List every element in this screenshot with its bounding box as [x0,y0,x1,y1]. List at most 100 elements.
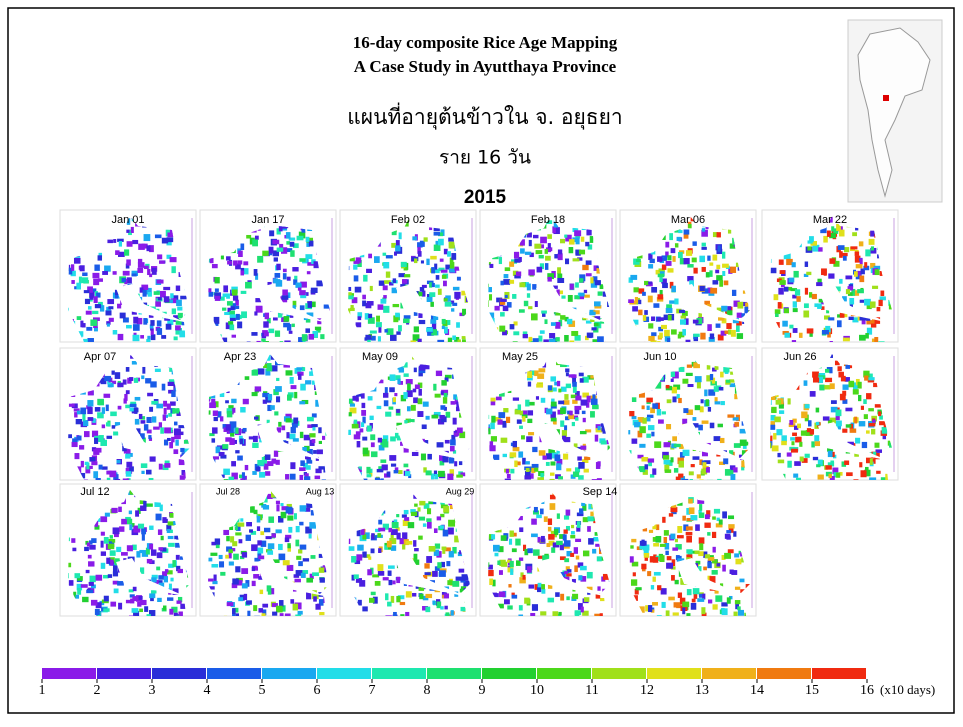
pixel [844,460,849,464]
pixel [654,441,661,448]
pixel [135,419,140,425]
pixel [151,549,156,555]
pixel [780,270,786,274]
pixel [147,393,153,397]
pixel [503,408,508,412]
pixel [425,572,431,575]
pixel [101,551,106,555]
pixel [722,565,726,572]
pixel [532,447,537,452]
pixel [72,442,78,447]
pixel [433,384,436,391]
pixel [724,281,729,286]
pixel [728,549,734,553]
pixel [311,288,318,293]
pixel [668,597,675,601]
pixel [497,561,500,566]
pixel [574,406,581,410]
pixel [430,319,436,323]
pixel [644,310,648,315]
map-panel [620,210,756,347]
pixel [577,456,582,460]
pixel [699,256,705,262]
pixel [564,235,567,238]
pixel [528,432,534,435]
pixel [735,587,740,590]
pixel [585,242,589,246]
pixel [319,441,322,444]
pixel [527,419,532,423]
pixel [702,420,709,423]
pixel [305,254,312,259]
pixel [667,338,670,343]
pixel [569,374,576,377]
pixel [526,468,530,472]
pixel [805,454,810,458]
pixel [300,432,303,438]
pixel [163,287,170,290]
map-panel [480,348,616,486]
pixel [682,608,685,615]
pixel [572,594,578,599]
pixel [502,421,506,428]
pixel [721,602,727,606]
pixel [300,384,305,391]
pixel [104,376,111,381]
pixel [496,397,502,401]
pixel [659,555,664,562]
pixel [648,323,653,328]
pixel [280,503,283,506]
pixel [451,610,454,616]
pixel [295,283,301,287]
pixel [76,595,80,599]
pixel [662,517,665,523]
pixel [569,247,574,253]
pixel [279,600,283,607]
pixel [440,405,445,410]
pixel [712,255,717,261]
pixel [527,293,530,298]
pixel [231,306,235,310]
pixel [720,372,724,378]
pixel [139,596,143,600]
pixel [168,382,175,386]
pixel [443,281,447,287]
pixel [305,380,311,384]
pixel [149,544,153,550]
pixel [157,280,164,284]
pixel [648,296,653,303]
pixel [877,307,881,311]
pixel [348,295,353,299]
pixel [403,392,407,399]
pixel [163,415,166,421]
pixel [163,401,167,407]
pixel [506,469,509,474]
pixel [793,308,798,312]
pixel [219,452,225,456]
pixel [574,230,581,236]
pixel [498,412,505,418]
pixel [674,444,681,447]
pixel [396,577,400,583]
colorbar-label: 9 [479,683,486,698]
pixel [569,411,572,416]
pixel [102,407,105,414]
thai-title: แผนที่อายุต้นข้าวใน จ. อยุธยา [347,102,622,130]
pixel [367,301,374,306]
pixel [388,571,392,576]
pixel [534,507,538,512]
pixel [435,394,441,398]
pixel [306,237,310,242]
pixel [782,321,788,327]
pixel [674,602,681,607]
pixel [715,401,721,404]
pixel [394,393,397,396]
pixel [817,303,822,308]
pixel [726,380,730,383]
pixel [531,313,538,320]
pixel [81,461,84,467]
pixel [121,552,128,556]
pixel [171,266,175,273]
pixel [155,301,161,306]
pixel [548,598,555,603]
